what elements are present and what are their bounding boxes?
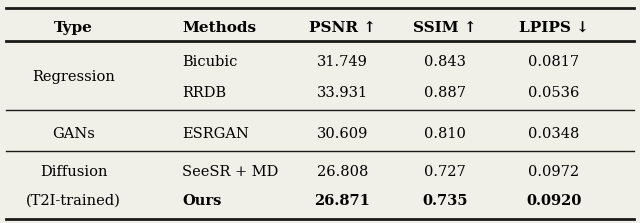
Text: 31.749: 31.749 xyxy=(317,55,368,69)
Text: Regression: Regression xyxy=(32,70,115,84)
Text: 0.0817: 0.0817 xyxy=(528,55,579,69)
Text: 26.808: 26.808 xyxy=(317,165,368,179)
Text: 0.843: 0.843 xyxy=(424,55,466,69)
Text: Type: Type xyxy=(54,21,93,35)
Text: ESRGAN: ESRGAN xyxy=(182,127,249,141)
Text: Ours: Ours xyxy=(182,194,222,208)
Text: 0.887: 0.887 xyxy=(424,86,466,99)
Text: SeeSR + MD: SeeSR + MD xyxy=(182,165,279,179)
Text: SSIM ↑: SSIM ↑ xyxy=(413,21,477,35)
Text: Diffusion: Diffusion xyxy=(40,165,108,179)
Text: 0.727: 0.727 xyxy=(424,165,466,179)
Text: 33.931: 33.931 xyxy=(317,86,368,99)
Text: (T2I-trained): (T2I-trained) xyxy=(26,194,121,208)
Text: 0.0920: 0.0920 xyxy=(526,194,581,208)
Text: 26.871: 26.871 xyxy=(314,194,371,208)
Text: 30.609: 30.609 xyxy=(317,127,368,141)
Text: 0.810: 0.810 xyxy=(424,127,466,141)
Text: 0.0972: 0.0972 xyxy=(528,165,579,179)
Text: Methods: Methods xyxy=(182,21,257,35)
Text: Bicubic: Bicubic xyxy=(182,55,238,69)
Text: 0.0348: 0.0348 xyxy=(528,127,579,141)
Text: 0.0536: 0.0536 xyxy=(528,86,579,99)
Text: GANs: GANs xyxy=(52,127,95,141)
Text: LPIPS ↓: LPIPS ↓ xyxy=(518,21,589,35)
Text: RRDB: RRDB xyxy=(182,86,227,99)
Text: 0.735: 0.735 xyxy=(422,194,468,208)
Text: PSNR ↑: PSNR ↑ xyxy=(309,21,376,35)
